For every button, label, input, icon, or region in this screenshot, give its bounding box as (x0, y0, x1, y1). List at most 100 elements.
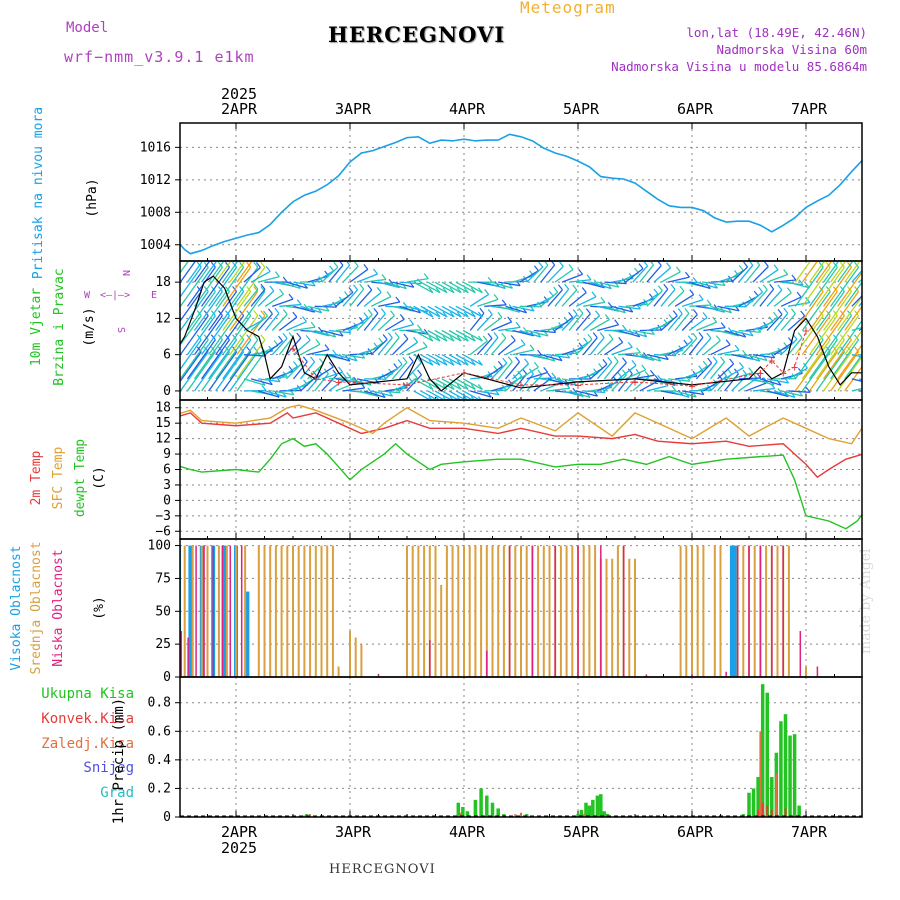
wind-barb (321, 374, 338, 392)
wind-barb-flag (378, 337, 384, 344)
wind-barb (363, 312, 379, 331)
cloud-bar (337, 666, 340, 677)
wind-barb (498, 305, 520, 313)
cloud-bar (417, 545, 420, 677)
y-tick-label: 75 (155, 571, 171, 586)
wind-barb (582, 315, 601, 331)
wind-barb (342, 354, 365, 359)
wind-barb-flag (442, 384, 448, 390)
wind-barb (788, 301, 810, 307)
wind-barb-flag (428, 359, 434, 366)
precip-bar (756, 777, 760, 817)
wind-barb (717, 305, 740, 312)
wind-barb-flag (883, 379, 887, 384)
wind-barb-flag (260, 334, 266, 341)
wind-barb (866, 350, 888, 354)
y-tick-label: 15 (155, 416, 171, 431)
cloud-bar (457, 545, 460, 677)
precip-bar (514, 814, 517, 817)
cloud-bar (486, 650, 488, 677)
wind-barb (222, 351, 252, 392)
wind-barb (292, 361, 308, 380)
wind-barb (484, 281, 506, 290)
wind-barb (406, 305, 428, 313)
cloud-bar (176, 556, 178, 677)
gust-marker: + (791, 360, 798, 374)
wind-barb (582, 337, 598, 356)
wind-barb (830, 315, 860, 356)
wind-barb (766, 378, 789, 384)
cloud-bar (537, 545, 540, 677)
wind-barb-flag (292, 311, 298, 318)
wind-barb-flag (253, 334, 259, 341)
wind-barb-flag (265, 266, 271, 272)
wind-barb-flag (428, 287, 434, 294)
wind-barb (314, 270, 334, 283)
wind-barb (717, 363, 735, 380)
gust-marker: + (780, 366, 787, 380)
wind-barb-flag (387, 332, 393, 339)
wind-barb (356, 314, 373, 331)
wind-barb (455, 329, 476, 342)
wind-barb (703, 378, 723, 392)
precip-legend-0: Ukupna Kisa (41, 686, 134, 702)
wind-barb (717, 373, 733, 392)
cloud-bar (685, 545, 688, 677)
wind-barb (547, 378, 570, 386)
y-tick-label: 1008 (140, 205, 171, 220)
wind-barb (519, 329, 541, 338)
wind-barb-flag (324, 270, 330, 277)
wind-barb-flag (442, 359, 448, 366)
wind-barb-flag (315, 338, 321, 345)
cloud-bar (326, 545, 329, 677)
2m-temp-line (180, 412, 862, 479)
wind-barb (519, 270, 539, 283)
wind-barb-flag (477, 311, 483, 318)
precip-bar (465, 811, 470, 817)
wind-barb-flag (783, 269, 789, 275)
wind-barb-flag (373, 342, 379, 349)
wind-barb (808, 315, 838, 356)
cloud-bar (349, 631, 351, 677)
cloud-bar (303, 545, 306, 677)
precip-bar (579, 809, 584, 817)
wind-barb (448, 354, 469, 366)
wind-barb (830, 291, 860, 331)
wind-barb-flag (805, 297, 811, 303)
wind-barb (201, 315, 231, 356)
wind-barb (866, 379, 887, 384)
wind-barb-flag (515, 321, 521, 328)
wind-barb (286, 321, 307, 332)
wind-barb (250, 270, 271, 283)
wind-barb (512, 373, 528, 392)
wind-barb-flag (877, 386, 881, 391)
wind-barb-flag (449, 287, 455, 294)
wind-barb (420, 378, 441, 390)
wind-barb-flag (572, 309, 578, 315)
cloud-bar (257, 545, 260, 677)
wind-barb (866, 272, 886, 282)
wind-barb-flag (402, 356, 408, 363)
wind-barb (406, 346, 428, 356)
wind-barb-flag (672, 310, 678, 317)
wind-barb (646, 323, 669, 332)
wind-barb-flag (332, 349, 338, 356)
wind-barb-flag (878, 311, 882, 316)
wind-barb-flag (470, 384, 476, 390)
wind-barb (568, 312, 584, 331)
wind-barb (603, 361, 619, 380)
wind-barb (780, 390, 803, 397)
wind-barb (413, 354, 434, 366)
wind-barb (625, 373, 641, 392)
top-axis-day-label: 2APR (221, 100, 258, 118)
wind-barb (801, 339, 831, 380)
wind-barb (328, 329, 351, 334)
wind-barb (469, 293, 489, 307)
wind-barb-flag (548, 290, 554, 297)
wind-barb (766, 313, 783, 331)
wind-barb (293, 339, 311, 356)
wind-barb-flag (408, 356, 414, 362)
wind-barb-flag (621, 324, 627, 331)
wind-barb (583, 281, 605, 289)
wind-barb-flag (861, 261, 862, 262)
